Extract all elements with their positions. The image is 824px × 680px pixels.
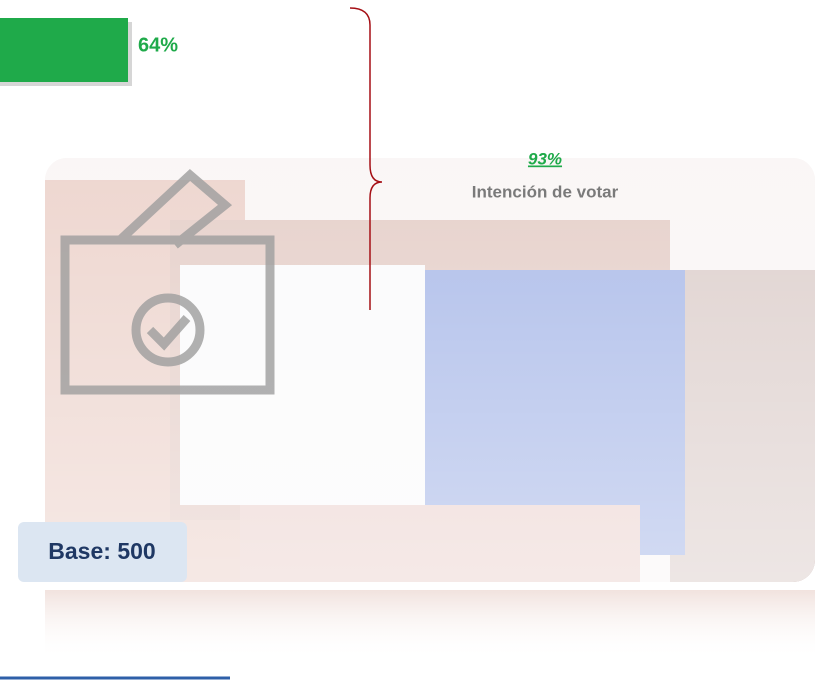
photo — [45, 158, 815, 582]
ballot-icon — [60, 168, 275, 395]
base-label: Base: 500 — [48, 538, 155, 564]
photo-reflection — [45, 590, 815, 660]
base-box — [18, 522, 187, 582]
value-label: 64% — [138, 34, 178, 56]
total-label: 93% — [528, 149, 562, 168]
bracket — [349, 7, 383, 310]
total-text: Intención de votar — [472, 182, 619, 201]
bar — [0, 18, 128, 82]
